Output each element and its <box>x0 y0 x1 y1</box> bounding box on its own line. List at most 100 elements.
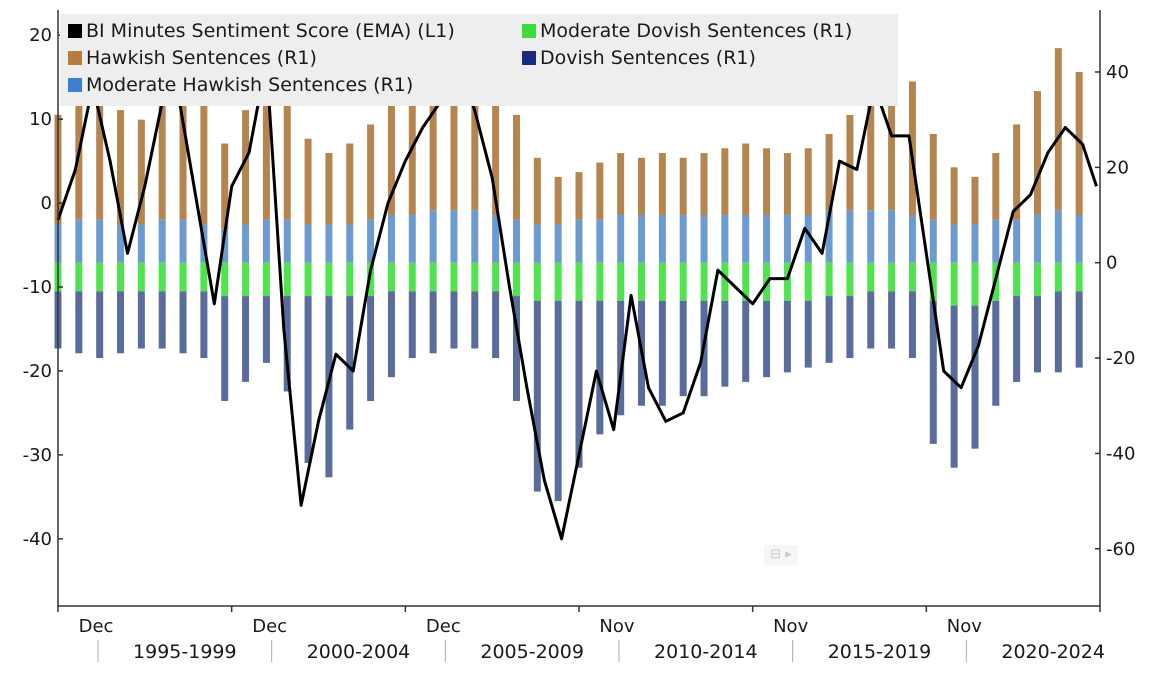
bar-hawkish <box>242 110 250 225</box>
bar-moderate-dovish <box>221 262 229 297</box>
bar-dovish <box>262 296 270 363</box>
bar-dovish <box>137 291 145 349</box>
bar-dovish <box>617 300 625 416</box>
bar-hawkish <box>512 114 520 220</box>
bar-moderate-hawkish <box>908 215 916 263</box>
bar-hawkish <box>804 148 812 216</box>
bar-dovish <box>242 296 250 382</box>
legend-swatch <box>522 51 536 65</box>
bar-dovish <box>825 296 833 363</box>
x-month-label: Dec <box>252 616 287 637</box>
left-tick-label: -10 <box>23 277 52 298</box>
bar-moderate-hawkish <box>304 224 312 263</box>
bar-hawkish <box>471 38 479 211</box>
bar-dovish <box>721 300 729 387</box>
bar-hawkish <box>533 157 541 225</box>
legend-swatch <box>522 24 536 38</box>
bar-moderate-hawkish <box>75 219 83 263</box>
bar-moderate-hawkish <box>221 229 229 263</box>
bar-dovish <box>1054 291 1062 373</box>
bar-moderate-hawkish <box>471 210 479 263</box>
bar-moderate-dovish <box>638 262 646 301</box>
bar-moderate-dovish <box>950 262 958 306</box>
bar-dovish <box>117 291 125 354</box>
bar-moderate-dovish <box>450 262 458 292</box>
bar-hawkish <box>429 62 437 211</box>
bar-hawkish <box>950 167 958 225</box>
bar-hawkish <box>96 86 104 220</box>
bar-hawkish <box>575 172 583 220</box>
right-tick-label: 0 <box>1106 253 1117 274</box>
bar-moderate-dovish <box>971 262 979 306</box>
bar-moderate-hawkish <box>1075 215 1083 263</box>
bar-dovish <box>96 291 104 359</box>
bar-dovish <box>596 300 604 435</box>
bar-moderate-dovish <box>846 262 854 297</box>
bar-hawkish <box>658 153 666 216</box>
bar-hawkish <box>325 153 333 225</box>
bar-moderate-hawkish <box>992 219 1000 263</box>
bar-hawkish <box>262 76 270 220</box>
bar-moderate-hawkish <box>262 219 270 263</box>
legend-item-dovish: Dovish Sentences (R1) <box>522 47 756 69</box>
x-period-label: 2010-2014 <box>654 641 758 663</box>
bar-moderate-dovish <box>117 262 125 292</box>
bar-moderate-dovish <box>908 262 916 292</box>
x-period-label: 1995-1999 <box>133 641 237 663</box>
left-tick-label: 10 <box>29 109 52 130</box>
bar-dovish <box>783 300 791 373</box>
bar-hawkish <box>283 95 291 220</box>
bar-moderate-dovish <box>137 262 145 292</box>
bar-hawkish <box>763 148 771 216</box>
bar-moderate-dovish <box>75 262 83 292</box>
bar-hawkish <box>742 143 750 216</box>
bar-moderate-hawkish <box>825 210 833 263</box>
bar-moderate-hawkish <box>888 210 896 263</box>
bar-hawkish <box>721 148 729 216</box>
bars-layer <box>54 38 1083 502</box>
bar-hawkish <box>367 124 375 220</box>
bar-moderate-dovish <box>596 262 604 301</box>
bar-moderate-dovish <box>929 262 937 301</box>
x-month-label: Nov <box>599 616 634 637</box>
bar-hawkish <box>846 114 854 211</box>
bar-hawkish <box>221 143 229 230</box>
right-tick-label: -60 <box>1106 539 1135 560</box>
bar-moderate-hawkish <box>763 215 771 263</box>
bar-hawkish <box>929 133 937 220</box>
bar-dovish <box>888 291 896 349</box>
bar-dovish <box>429 291 437 354</box>
bar-moderate-hawkish <box>512 219 520 263</box>
bar-moderate-hawkish <box>1054 210 1062 263</box>
left-tick-label: -40 <box>23 529 52 550</box>
bar-dovish <box>554 300 562 502</box>
bar-moderate-hawkish <box>96 219 104 263</box>
bar-moderate-hawkish <box>658 215 666 263</box>
bar-hawkish <box>700 153 708 216</box>
bar-moderate-dovish <box>1033 262 1041 297</box>
chart-options-icon[interactable]: ⊟ ▸ <box>764 545 798 565</box>
bar-moderate-dovish <box>804 262 812 301</box>
bar-dovish <box>533 300 541 492</box>
bar-dovish <box>158 291 166 349</box>
bar-dovish <box>804 300 812 368</box>
bar-moderate-hawkish <box>117 224 125 263</box>
bar-dovish <box>512 296 520 401</box>
line-sentiment-score <box>56 58 1098 541</box>
bar-hawkish <box>888 67 896 211</box>
bar-dovish <box>387 291 395 378</box>
bar-moderate-hawkish <box>179 219 187 263</box>
x-month-label: Dec <box>79 616 114 637</box>
bar-moderate-dovish <box>242 262 250 297</box>
legend-label: Dovish Sentences (R1) <box>540 47 756 69</box>
bar-hawkish <box>387 100 395 216</box>
bar-moderate-dovish <box>825 262 833 297</box>
bar-dovish <box>950 305 958 468</box>
bar-hawkish <box>304 138 312 225</box>
bar-moderate-dovish <box>367 262 375 297</box>
bar-moderate-dovish <box>700 262 708 301</box>
bar-moderate-hawkish <box>137 224 145 263</box>
bar-moderate-hawkish <box>283 219 291 263</box>
bar-moderate-hawkish <box>367 219 375 263</box>
